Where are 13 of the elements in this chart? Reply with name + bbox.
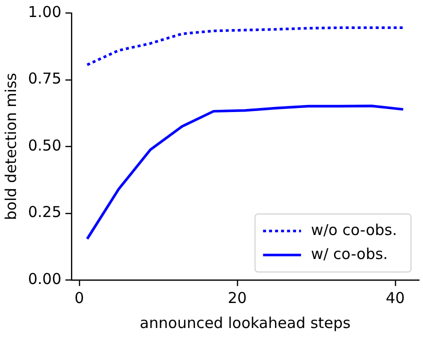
- line-series: [86, 26, 404, 66]
- x-tick-label: 0: [74, 288, 84, 307]
- legend-label: w/ co-obs.: [311, 244, 388, 263]
- x-tick-label: 20: [228, 288, 247, 307]
- y-tick-label: 0.50: [28, 136, 62, 154]
- y-axis-title: bold detection miss: [2, 72, 20, 220]
- y-tick-label: 1.00: [28, 2, 62, 21]
- y-tick-label: 0.25: [28, 203, 62, 222]
- y-tick-label: 0.00: [28, 270, 62, 288]
- x-axis-title: announced lookahead steps: [140, 314, 351, 332]
- x-tick-label: 40: [386, 288, 405, 307]
- legend-label: w/o co-obs.: [311, 220, 398, 239]
- y-tick-label: 0.75: [28, 70, 62, 88]
